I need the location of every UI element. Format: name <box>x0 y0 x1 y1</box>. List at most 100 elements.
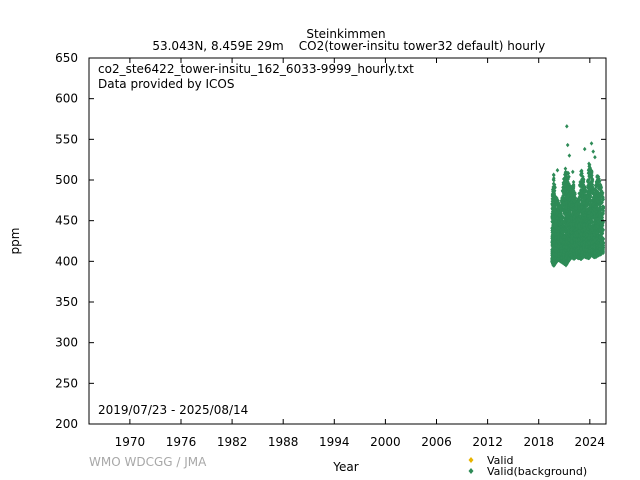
data-point-background <box>595 249 600 254</box>
y-axis-label: ppm <box>8 228 22 255</box>
data-point-background <box>552 184 556 189</box>
data-point-background <box>587 187 592 192</box>
data-point-background <box>560 204 564 210</box>
x-tick-label: 1976 <box>166 435 197 449</box>
data-point-background <box>601 240 606 245</box>
data-point-background <box>598 246 602 251</box>
x-tick-label: 1988 <box>268 435 299 449</box>
data-point-background <box>551 237 556 243</box>
data-point-background <box>559 221 564 226</box>
data-point-background <box>599 232 603 238</box>
data-point-background <box>567 236 572 242</box>
data-point-background <box>580 171 584 176</box>
y-tick-label: 600 <box>55 92 78 106</box>
data-point-background <box>552 188 557 193</box>
data-point-background <box>567 257 572 262</box>
data-point-background <box>598 199 602 204</box>
data-point-background <box>567 174 571 180</box>
data-point-background <box>570 204 575 209</box>
data-point-background <box>555 212 560 217</box>
plot-area <box>88 57 607 425</box>
data-point-background <box>550 212 555 218</box>
data-point-background <box>552 256 557 261</box>
data-point-background <box>588 166 592 172</box>
data-point-background <box>593 187 598 192</box>
data-point-background <box>594 194 599 199</box>
legend-background-label: Valid(background) <box>487 465 587 478</box>
legend-background-marker <box>468 468 474 474</box>
data-point-background <box>600 207 605 213</box>
data-point-background <box>562 244 566 250</box>
data-point-background <box>597 212 602 218</box>
data-point-background <box>554 218 558 224</box>
data-point-background <box>599 194 603 199</box>
data-point-background <box>557 205 561 211</box>
data-point-background <box>551 181 556 186</box>
data-point-background <box>568 186 572 192</box>
data-point-background <box>551 228 556 233</box>
data-point-background <box>563 186 568 192</box>
data-point-background <box>550 255 555 261</box>
data-point-background <box>592 244 597 250</box>
data-point-background <box>598 234 602 240</box>
data-point-background <box>596 253 600 258</box>
data-point-background <box>553 252 558 257</box>
data-point-background <box>595 190 599 195</box>
data-point-background <box>569 187 574 193</box>
data-point-background <box>554 223 559 229</box>
data-point-background <box>587 219 592 225</box>
data-point-background <box>580 250 585 255</box>
data-point-background <box>555 210 559 215</box>
data-point-background <box>571 183 576 189</box>
data-point-background <box>564 178 568 184</box>
data-point-background <box>563 171 567 177</box>
data-point-background <box>562 234 567 239</box>
data-point-background <box>552 204 557 209</box>
data-point-background <box>579 246 584 252</box>
data-point-background <box>574 237 579 243</box>
y-tick-label: 650 <box>55 51 78 65</box>
data-point-background <box>584 247 589 253</box>
data-point-background <box>597 186 601 191</box>
data-point-background <box>572 222 576 227</box>
data-point-background <box>556 200 561 206</box>
data-point-background <box>550 233 554 239</box>
data-point-background <box>587 196 591 202</box>
data-point-background <box>580 212 584 218</box>
y-tick-label: 250 <box>55 376 78 390</box>
data-point-background <box>567 229 571 234</box>
x-axis-label: Year <box>332 460 358 474</box>
data-point-background <box>581 180 585 185</box>
x-tick-label: 2018 <box>523 435 554 449</box>
data-point-background <box>579 231 584 237</box>
data-point-background <box>551 223 556 229</box>
data-point-background <box>565 142 570 148</box>
data-point-background <box>596 199 601 204</box>
data-point-background <box>587 161 591 166</box>
data-point-background <box>585 249 590 254</box>
data-point-background <box>597 178 602 183</box>
data-point-background <box>557 249 561 254</box>
data-point-background <box>564 198 568 203</box>
data-point-background <box>564 194 569 200</box>
data-point-background <box>587 177 591 182</box>
data-point-background <box>565 176 570 182</box>
data-point-background <box>583 207 588 212</box>
data-point-background <box>598 192 602 197</box>
data-point-background <box>593 250 597 255</box>
data-point-background <box>598 227 602 233</box>
data-point-background <box>566 193 571 198</box>
data-point-background <box>574 206 579 211</box>
data-point-background <box>582 242 586 248</box>
legend-valid-marker <box>468 457 474 463</box>
data-point-background <box>589 233 594 238</box>
data-point-background <box>553 194 558 199</box>
data-points <box>550 124 606 268</box>
data-point-background <box>598 243 602 249</box>
y-tick-label: 500 <box>55 173 78 187</box>
data-point-background <box>599 239 603 245</box>
data-point-background <box>574 223 579 229</box>
data-point-background <box>569 221 574 227</box>
data-point-background <box>589 141 594 146</box>
